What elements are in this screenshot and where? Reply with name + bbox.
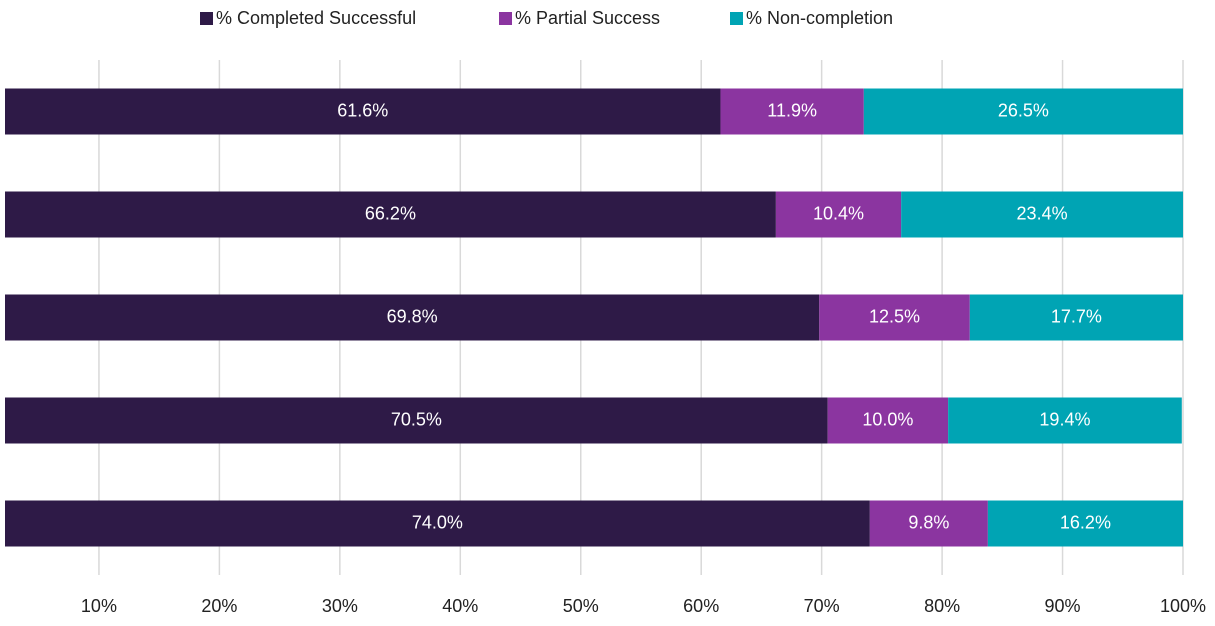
data-label: 66.2% <box>365 203 416 223</box>
bar-segment <box>5 88 721 135</box>
bar-segment <box>948 397 1182 444</box>
data-label: 23.4% <box>1017 203 1068 223</box>
x-tick-label: 90% <box>1045 596 1081 616</box>
data-label: 10.0% <box>862 409 913 429</box>
bar-segment <box>969 294 1183 341</box>
legend-label: % Completed Successful <box>216 8 416 28</box>
x-tick-label: 10% <box>81 596 117 616</box>
bar-segment <box>775 191 902 238</box>
bar-segment <box>5 397 828 444</box>
data-label: 12.5% <box>869 306 920 326</box>
data-label: 17.7% <box>1051 306 1102 326</box>
x-tick-label: 70% <box>804 596 840 616</box>
x-tick-label: 100% <box>1160 596 1206 616</box>
data-label: 19.4% <box>1039 409 1090 429</box>
data-label: 16.2% <box>1060 512 1111 532</box>
legend-label: % Non-completion <box>746 8 893 28</box>
data-label: 9.8% <box>908 512 949 532</box>
x-tick-label: 80% <box>924 596 960 616</box>
x-tick-label: 30% <box>322 596 358 616</box>
bar-segment <box>5 500 870 547</box>
bar-segment <box>869 500 988 547</box>
bar-segment <box>5 191 776 238</box>
data-label: 26.5% <box>998 100 1049 120</box>
data-label: 61.6% <box>337 100 388 120</box>
x-tick-label: 20% <box>201 596 237 616</box>
bar-segment <box>827 397 949 444</box>
data-label: 70.5% <box>391 409 442 429</box>
x-tick-label: 40% <box>442 596 478 616</box>
bar-segment <box>819 294 970 341</box>
data-label: 11.9% <box>767 100 817 120</box>
legend-swatch <box>499 12 512 25</box>
x-tick-label: 50% <box>563 596 599 616</box>
labels: 10% 20% 30% 40% 50% 60% 70% 80% 90% 100% 61.6% 11.9… <box>81 8 1206 616</box>
legend-swatch <box>730 12 743 25</box>
legend-swatch <box>200 12 213 25</box>
legend-label: % Partial Success <box>515 8 660 28</box>
data-label: 74.0% <box>412 512 463 532</box>
bar-segment <box>901 191 1183 238</box>
bar-segment <box>5 294 820 341</box>
bar-segment <box>720 88 864 135</box>
x-tick-label: 60% <box>683 596 719 616</box>
data-label: 69.8% <box>387 306 438 326</box>
bars <box>5 88 1183 547</box>
bar-segment <box>863 88 1183 135</box>
data-label: 10.4% <box>813 203 864 223</box>
bar-segment <box>987 500 1183 547</box>
